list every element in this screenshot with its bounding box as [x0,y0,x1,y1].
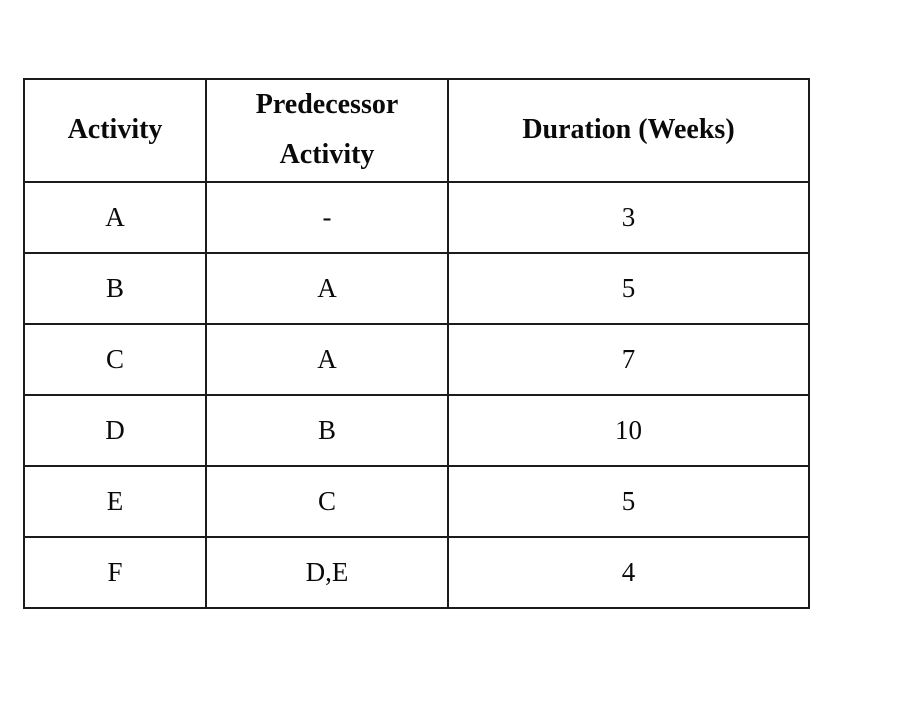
column-header-activity: Activity [23,78,207,183]
table-row: D B 10 [23,393,810,467]
cell-predecessor: B [205,393,449,467]
cell-predecessor: C [205,464,449,538]
cell-duration: 10 [447,393,810,467]
cell-activity: F [23,535,207,609]
cell-duration: 4 [447,535,810,609]
cell-duration: 5 [447,464,810,538]
activity-table: Activity Predecessor Activity Duration (… [23,78,810,609]
table-header: Activity Predecessor Activity Duration (… [23,78,810,183]
table-body: A - 3 B A 5 C A 7 D B 10 E C 5 [23,180,810,609]
table-row: B A 5 [23,251,810,325]
cell-activity: D [23,393,207,467]
cell-predecessor: A [205,251,449,325]
cell-duration: 5 [447,251,810,325]
column-header-duration: Duration (Weeks) [447,78,810,183]
column-header-predecessor: Predecessor Activity [205,78,449,183]
table-header-row: Activity Predecessor Activity Duration (… [23,78,810,183]
cell-predecessor: D,E [205,535,449,609]
cell-predecessor: - [205,180,449,254]
table-row: C A 7 [23,322,810,396]
cell-duration: 3 [447,180,810,254]
cell-activity: C [23,322,207,396]
table-row: A - 3 [23,180,810,254]
table-row: F D,E 4 [23,535,810,609]
cell-duration: 7 [447,322,810,396]
table-row: E C 5 [23,464,810,538]
cell-activity: E [23,464,207,538]
cell-activity: A [23,180,207,254]
cell-predecessor: A [205,322,449,396]
cell-activity: B [23,251,207,325]
